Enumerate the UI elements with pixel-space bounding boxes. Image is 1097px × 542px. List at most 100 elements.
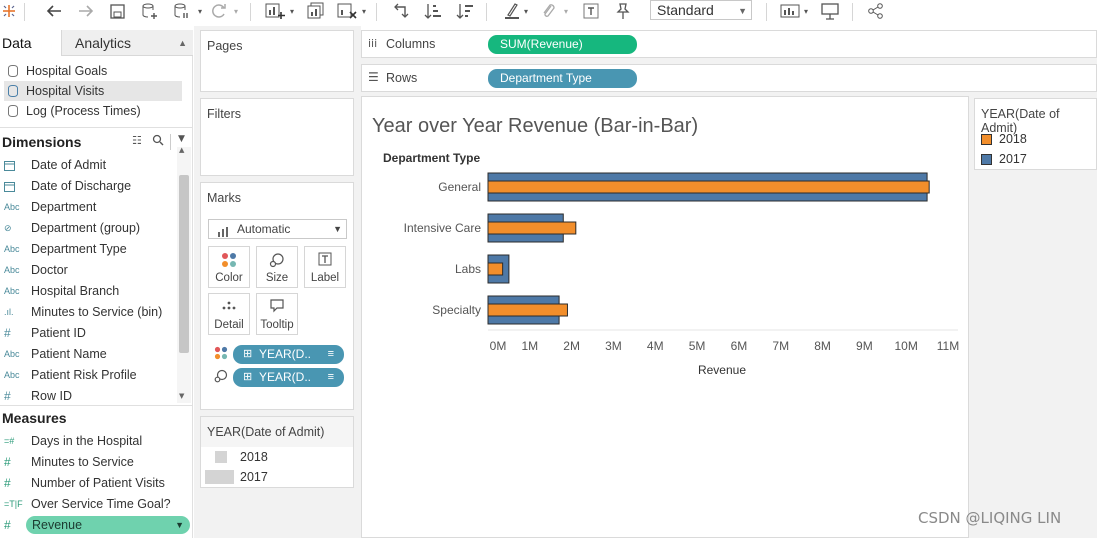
boolean-icon: =T|F [4, 499, 23, 509]
marks-pill-year-color[interactable]: ⊞ YEAR(D.. ≡ [233, 345, 344, 364]
search-icon[interactable] [152, 134, 164, 149]
field-department[interactable]: Abc Department [0, 197, 178, 218]
rows-pill-department-type[interactable]: Department Type [488, 69, 637, 88]
chevron-down-icon: ▼ [175, 520, 184, 530]
field-patient-risk-profile[interactable]: Abc Patient Risk Profile [0, 365, 178, 386]
columns-pill-sum-revenue[interactable]: SUM(Revenue) [488, 35, 637, 54]
field-department-type[interactable]: Abc Department Type [0, 239, 178, 260]
x-tick-label: 9M [856, 339, 873, 353]
dropdown-caret-icon[interactable]: ▾ [289, 6, 294, 16]
legend-swatch [981, 134, 992, 145]
datasource-label: Hospital Visits [26, 84, 105, 98]
scroll-down-icon[interactable]: ▼ [179, 392, 185, 400]
redo-icon[interactable] [76, 0, 96, 22]
size-button[interactable]: Size [256, 246, 298, 288]
size-legend-card[interactable]: YEAR(Date of Admit) 2018 2017 [200, 416, 354, 488]
refresh-icon[interactable] [208, 0, 230, 22]
x-tick-label: 4M [647, 339, 664, 353]
dropdown-caret-icon[interactable]: ▾ [233, 6, 238, 16]
sort-ascending-icon[interactable] [422, 0, 444, 22]
field-label: Date of Admit [31, 158, 107, 172]
field-patient-id[interactable]: # Patient ID [0, 323, 178, 344]
rows-shelf[interactable]: ☰ Rows Department Type [361, 64, 1097, 92]
view-size-dropdown[interactable]: Standard ▼ [650, 0, 752, 20]
dropdown-caret-icon[interactable]: ▾ [197, 6, 202, 16]
dropdown-caret-icon[interactable]: ▾ [361, 6, 366, 16]
duplicate-sheet-icon[interactable] [305, 0, 327, 22]
swap-rows-columns-icon[interactable] [390, 0, 412, 22]
datasource-hospital-visits[interactable]: Hospital Visits [4, 81, 182, 101]
field-minutes-to-service[interactable]: # Minutes to Service [0, 452, 178, 473]
legend-item-2017[interactable]: 2017 [981, 152, 1027, 166]
abc-icon: Abc [4, 349, 20, 359]
scroll-up-icon[interactable]: ▲ [179, 146, 185, 154]
detail-button[interactable]: Detail [208, 293, 250, 335]
field-date-of-admit[interactable]: Date of Admit [0, 155, 178, 176]
field-row-id[interactable]: # Row ID [0, 386, 178, 407]
legend-item-2018[interactable]: 2018 [981, 132, 1027, 146]
field-patient-name[interactable]: Abc Patient Name [0, 344, 178, 365]
field-number-of-patient-visits[interactable]: # Number of Patient Visits [0, 473, 178, 494]
tooltip-button[interactable]: Tooltip [256, 293, 298, 335]
field-revenue[interactable]: # Revenue ▼ [0, 515, 190, 536]
group-members-icon[interactable] [538, 0, 558, 22]
fix-axes-pin-icon[interactable] [611, 0, 633, 22]
pages-shelf[interactable]: Pages [200, 30, 354, 92]
field-label: Patient Risk Profile [31, 368, 137, 382]
scrollbar-thumb[interactable] [179, 175, 189, 353]
filters-shelf[interactable]: Filters [200, 98, 354, 176]
datasource-log-process-times[interactable]: Log (Process Times) [4, 101, 182, 121]
datasource-hospital-goals[interactable]: Hospital Goals [4, 61, 182, 81]
hash-calc-icon: =# [4, 436, 15, 446]
field-minutes-to-service-bin[interactable]: .ıl. Minutes to Service (bin) [0, 302, 178, 323]
marks-pill-year-size[interactable]: ⊞ YEAR(D.. ≡ [233, 368, 344, 387]
dropdown-caret-icon[interactable]: ▾ [803, 6, 808, 16]
field-doctor[interactable]: Abc Doctor [0, 260, 178, 281]
field-department-group[interactable]: ⊘ Department (group) [0, 218, 178, 239]
tab-data[interactable]: Data [0, 30, 61, 56]
tableau-logo-icon[interactable] [0, 0, 18, 22]
undo-icon[interactable] [44, 0, 64, 22]
abc-icon: Abc [4, 370, 20, 380]
revenue-field-pill[interactable]: Revenue ▼ [26, 516, 190, 534]
mark-type-dropdown[interactable]: Automatic ▼ [208, 219, 347, 239]
bar-2018-labs [487, 262, 504, 276]
save-icon[interactable] [108, 0, 126, 22]
show-mark-labels-icon[interactable] [580, 0, 602, 22]
bar-in-bar-chart[interactable]: Year over Year Revenue (Bar-in-Bar) Depa… [362, 97, 970, 539]
color-icon [209, 252, 249, 268]
color-legend[interactable]: YEAR(Date of Admit) 2018 2017 [974, 98, 1097, 170]
hash-icon: # [4, 455, 11, 469]
label-button[interactable]: Label [304, 246, 346, 288]
pause-updates-icon[interactable] [172, 0, 192, 22]
field-date-of-discharge[interactable]: Date of Discharge [0, 176, 178, 197]
field-over-service-time-goal[interactable]: =T|F Over Service Time Goal? [0, 494, 178, 515]
presentation-mode-icon[interactable] [818, 0, 842, 22]
text-label-icon [305, 252, 345, 268]
x-tick-label: 6M [731, 339, 748, 353]
color-button[interactable]: Color [208, 246, 250, 288]
dropdown-caret-icon[interactable]: ▾ [523, 6, 528, 16]
x-axis-title: Revenue [698, 363, 746, 377]
share-icon[interactable] [864, 0, 888, 22]
tab-analytics[interactable]: Analytics ▲ [61, 30, 193, 56]
new-worksheet-icon[interactable] [264, 0, 286, 22]
columns-shelf[interactable]: iii Columns SUM(Revenue) [361, 30, 1097, 58]
field-hospital-branch[interactable]: Abc Hospital Branch [0, 281, 178, 302]
field-label: Revenue [32, 518, 83, 532]
show-cards-icon[interactable] [778, 0, 802, 22]
sort-descending-icon[interactable] [454, 0, 476, 22]
view-list-icon[interactable]: ☷ [132, 134, 142, 147]
highlight-icon[interactable] [502, 0, 522, 22]
database-check-icon [8, 85, 18, 97]
field-days-in-the-hospital[interactable]: =# Days in the Hospital [0, 431, 178, 452]
sort-bars-icon: ≡ [327, 348, 334, 360]
new-datasource-icon[interactable] [140, 0, 160, 22]
chevron-down-icon[interactable]: ▼ [178, 134, 185, 144]
clear-sheet-icon[interactable] [336, 0, 358, 22]
hash-icon: # [4, 476, 11, 490]
category-label: Intensive Care [404, 221, 482, 235]
dropdown-caret-icon[interactable]: ▾ [563, 6, 568, 16]
data-pane: Data Analytics ▲ Hospital Goals Hospital… [0, 30, 193, 538]
bar-2018-specialty [487, 303, 568, 317]
